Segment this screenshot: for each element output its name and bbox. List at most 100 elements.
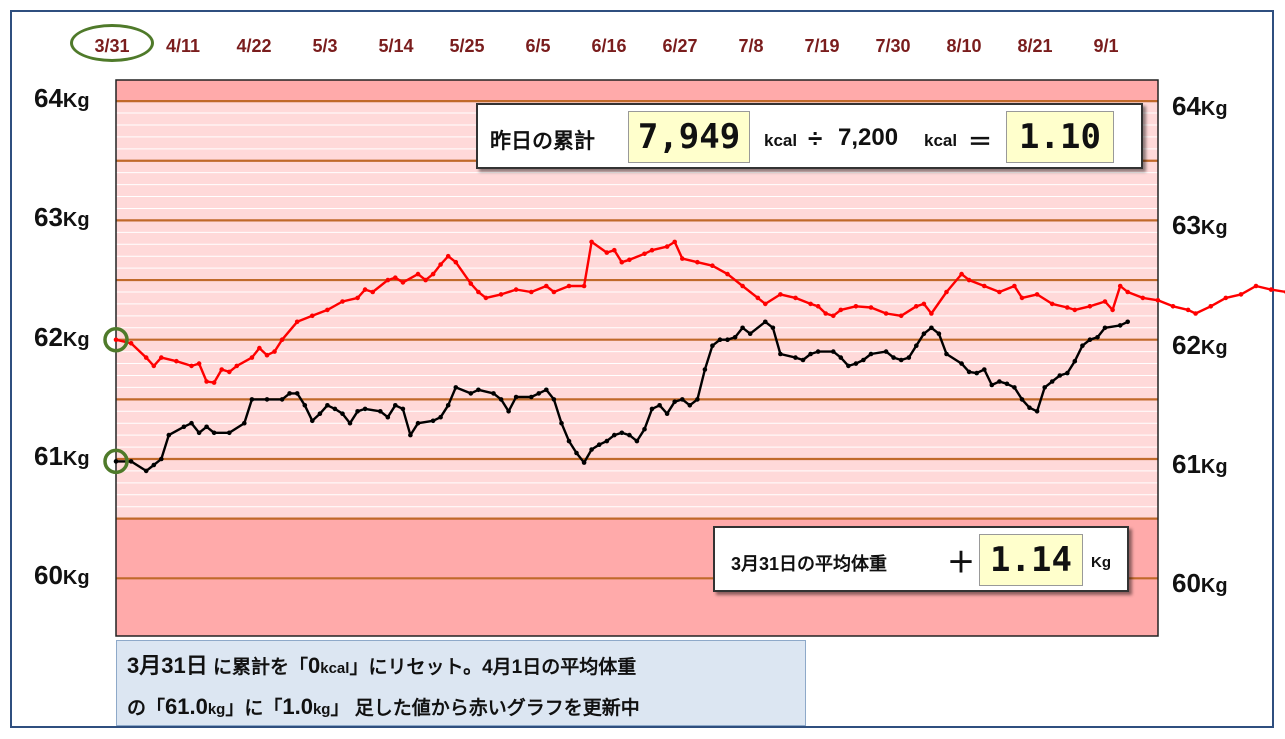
x-tick-label: 8/21 (1017, 36, 1053, 56)
red-series-point (823, 311, 828, 316)
black-series-point (393, 403, 398, 408)
black-series-point (400, 406, 406, 412)
black-series-point (430, 418, 436, 424)
black-series-point (914, 343, 919, 349)
red-series-point (929, 311, 934, 316)
offset-unit: Kg (1091, 554, 1111, 571)
black-series-point (438, 414, 443, 420)
red-series-point (272, 349, 277, 354)
red-series-point (898, 313, 904, 319)
equals-sign: ＝ (968, 129, 992, 156)
red-series-point (1012, 283, 1017, 289)
black-series-point (997, 379, 1002, 384)
y-tick-label: 63Kg (34, 204, 90, 230)
red-series-point (883, 311, 889, 316)
red-series-point (680, 256, 685, 261)
red-series-point (997, 289, 1002, 295)
red-series-point (627, 257, 632, 263)
black-series-point (695, 397, 700, 402)
black-series-point (672, 399, 677, 405)
red-series-point (143, 355, 149, 360)
black-series-point (513, 394, 519, 400)
black-series-point (536, 391, 542, 396)
black-series-point (883, 349, 889, 354)
black-series-point (264, 397, 270, 402)
black-series-point (1102, 325, 1108, 331)
black-series-point (159, 456, 164, 462)
red-series-point (219, 367, 224, 372)
x-tick-label: 7/19 (804, 36, 840, 56)
red-series-point (453, 259, 459, 265)
black-series-point (604, 438, 610, 444)
note-line-1: 3月31日 に累計を「0kcal」にリセット。4月1日の平均体重 (127, 647, 795, 688)
red-series-point (1102, 299, 1108, 304)
black-series-point (1080, 343, 1085, 349)
red-series-point (725, 271, 730, 277)
red-series-point (838, 307, 844, 313)
red-series-point (808, 301, 813, 307)
start-marker-circle (103, 448, 129, 475)
note-text: に累計を「 (207, 657, 308, 678)
red-series-point (544, 283, 549, 289)
plot-background-bands (116, 80, 1158, 636)
black-series-point (793, 355, 798, 360)
red-series-point (1208, 304, 1214, 309)
x-tick-label: 5/25 (449, 36, 485, 56)
red-series-point (415, 271, 421, 277)
divisor-value: 7,200 (838, 124, 899, 151)
y-tick-label: 62Kg (1172, 332, 1228, 358)
black-series-point (181, 424, 187, 430)
black-series-point (355, 409, 360, 414)
black-series-point (544, 387, 549, 393)
red-series-point (257, 345, 262, 351)
black-series-point (211, 430, 217, 436)
black-series-point (506, 409, 511, 414)
offset-value: 1.14 (990, 540, 1072, 580)
black-series-point (498, 397, 504, 402)
black-series-point (838, 355, 844, 360)
black-series-point (317, 411, 323, 417)
red-series-point (370, 289, 376, 295)
average-weight-label: 3月31日の平均体重 (731, 554, 888, 574)
red-series-point (944, 289, 949, 295)
black-series-point (710, 343, 715, 349)
red-series-point (982, 283, 987, 289)
black-series-point (310, 418, 315, 424)
black-series-point (189, 420, 194, 426)
black-series-point (347, 420, 353, 426)
y-tick-number: 61 (1172, 449, 1201, 479)
red-series-point (128, 341, 134, 346)
black-series-point (982, 367, 987, 372)
black-series-point (1125, 319, 1130, 325)
black-series-point (740, 325, 745, 331)
red-series-point (619, 259, 625, 265)
red-series-point (174, 358, 179, 364)
red-series-point (476, 289, 481, 295)
red-series-point (966, 277, 972, 283)
y-tick-number: 60 (1172, 568, 1201, 599)
note-text: kg (312, 701, 331, 718)
black-series-point (1057, 373, 1063, 378)
black-series-point (717, 337, 723, 343)
red-series-point (914, 304, 919, 309)
y-tick-number: 60 (34, 560, 63, 591)
red-series-line (115, 240, 1285, 384)
black-series-point (294, 391, 300, 396)
red-series-point (710, 263, 715, 269)
red-series-point (815, 304, 821, 309)
red-series-point (513, 287, 519, 292)
red-series-point (642, 251, 647, 257)
red-series-point (362, 287, 368, 292)
red-series-point (1185, 307, 1191, 313)
red-series-point (355, 295, 360, 301)
red-series-point (340, 299, 345, 304)
calorie-label: 昨日の累計 (490, 130, 595, 153)
black-series-point (936, 331, 942, 337)
red-series-point (1268, 287, 1274, 292)
red-series-point (400, 280, 406, 285)
black-series-point (921, 331, 927, 337)
red-series-point (1117, 283, 1123, 289)
black-series-point (989, 382, 995, 388)
red-series-point (589, 239, 594, 245)
offset-value-box: 1.14 (979, 534, 1083, 586)
